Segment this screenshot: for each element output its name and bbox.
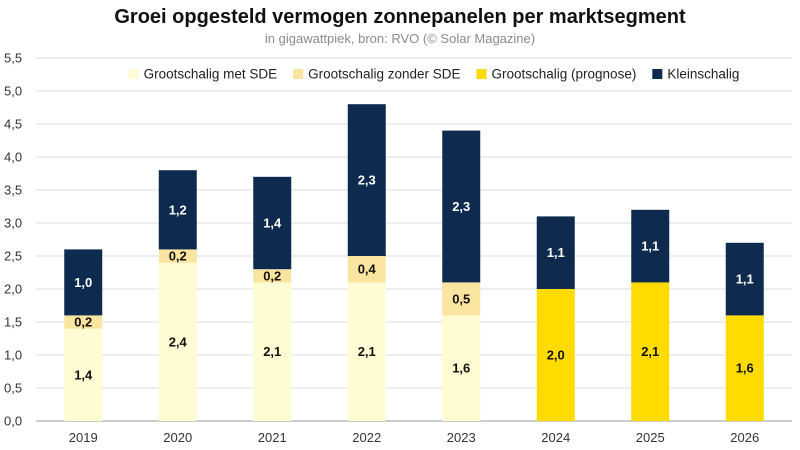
bar-segment: [158, 170, 197, 250]
bar-segment: [442, 315, 481, 421]
bar-segment: [64, 249, 103, 316]
legend-swatch: [476, 69, 487, 79]
y-tick-label: 2,5: [4, 249, 22, 264]
x-tick-label: 2026: [730, 430, 759, 445]
legend-swatch: [128, 69, 139, 79]
y-tick-label: 0,0: [4, 414, 22, 429]
data-label: 2,0: [547, 348, 565, 363]
data-label: 0,5: [452, 291, 470, 306]
x-tick-label: 2021: [258, 430, 287, 445]
bar-segment: [158, 249, 197, 263]
x-tick-label: 2020: [163, 430, 192, 445]
bar-segment: [725, 315, 764, 421]
data-label: 2,4: [169, 334, 188, 349]
data-label: 0,4: [358, 262, 377, 277]
data-label: 2,3: [452, 199, 470, 214]
bar-segment: [253, 269, 292, 283]
x-tick-label: 2023: [447, 430, 476, 445]
x-tick-label: 2022: [352, 430, 381, 445]
legend-item: Grootschalig met SDE: [128, 67, 278, 82]
bar-segment: [253, 176, 292, 270]
data-label: 1,4: [263, 216, 282, 231]
y-tick-label: 0,5: [4, 381, 22, 396]
bar-segment: [631, 282, 670, 421]
data-label: 2,3: [358, 173, 376, 188]
bar-segment: [442, 130, 481, 283]
y-tick-label: 5,5: [4, 51, 22, 66]
legend-label: Grootschalig met SDE: [144, 67, 278, 82]
x-tick-label: 2019: [69, 430, 98, 445]
y-tick-label: 1,0: [4, 348, 22, 363]
bar-segment: [347, 104, 386, 256]
chart-subtitle: in gigawattpiek, bron: RVO (© Solar Maga…: [264, 31, 536, 46]
bar-segment: [347, 282, 386, 421]
data-label: 2,1: [641, 344, 659, 359]
data-label: 1,1: [736, 272, 754, 287]
bar-segment: [442, 282, 481, 316]
bar-segment: [725, 242, 764, 316]
bar-segment: [631, 209, 670, 283]
chart-title: Groei opgesteld vermogen zonnepanelen pe…: [114, 6, 686, 28]
data-labels: 1,4 0,2 1,0 2,4 0,2 1,2 2,1 0,2 1,4 2,1 0,4 2,3 1,6 0…: [74, 173, 754, 383]
bar-segment: [536, 289, 575, 421]
data-label: 1,0: [74, 275, 92, 290]
x-tick-label: 2024: [541, 430, 570, 445]
legend-label: Grootschalig (prognose): [492, 67, 637, 82]
y-tick-label: 3,5: [4, 183, 22, 198]
data-label: 0,2: [74, 315, 92, 330]
y-tick-label: 2,0: [4, 282, 22, 297]
legend-swatch: [293, 69, 304, 79]
legend-label: Grootschalig zonder SDE: [308, 67, 460, 82]
x-tick-label: 2025: [636, 430, 665, 445]
data-label: 0,2: [169, 249, 187, 264]
legend-item: Kleinschalig: [652, 67, 739, 82]
bar-segment: [536, 216, 575, 289]
data-label: 1,1: [641, 239, 659, 254]
bar-segment: [64, 328, 103, 421]
legend: Grootschalig met SDE Grootschalig zonder …: [128, 67, 739, 82]
gridlines: [36, 57, 792, 422]
legend-item: Grootschalig zonder SDE: [293, 67, 461, 82]
y-tick-label: 3,0: [4, 216, 22, 231]
data-label: 2,1: [358, 344, 376, 359]
bar-segment: [347, 256, 386, 283]
data-label: 1,4: [74, 367, 93, 382]
y-tick-label: 5,0: [4, 84, 22, 99]
y-tick-label: 1,5: [4, 315, 22, 330]
x-axis-ticks: 2019 2020 2021 2022 2023 2024 2025 2026: [69, 430, 759, 445]
y-tick-label: 4,5: [4, 117, 22, 132]
data-label: 1,1: [547, 245, 565, 260]
data-label: 0,2: [263, 268, 281, 283]
y-axis-ticks: 0,0 0,5 1,0 1,5 2,0 2,5 3,0 3,5 4,0 4,5 5,0 5,5: [4, 51, 22, 429]
data-label: 1,6: [452, 361, 470, 376]
y-tick-label: 4,0: [4, 150, 22, 165]
bar-segment: [253, 282, 292, 421]
legend-label: Kleinschalig: [667, 67, 739, 82]
bar-segment: [158, 262, 197, 421]
bar-segment: [64, 315, 103, 329]
data-label: 1,6: [736, 361, 754, 376]
legend-swatch: [652, 69, 663, 79]
legend-item: Grootschalig (prognose): [476, 67, 637, 82]
data-label: 1,2: [169, 202, 187, 217]
bars: [64, 104, 764, 421]
data-label: 2,1: [263, 344, 281, 359]
